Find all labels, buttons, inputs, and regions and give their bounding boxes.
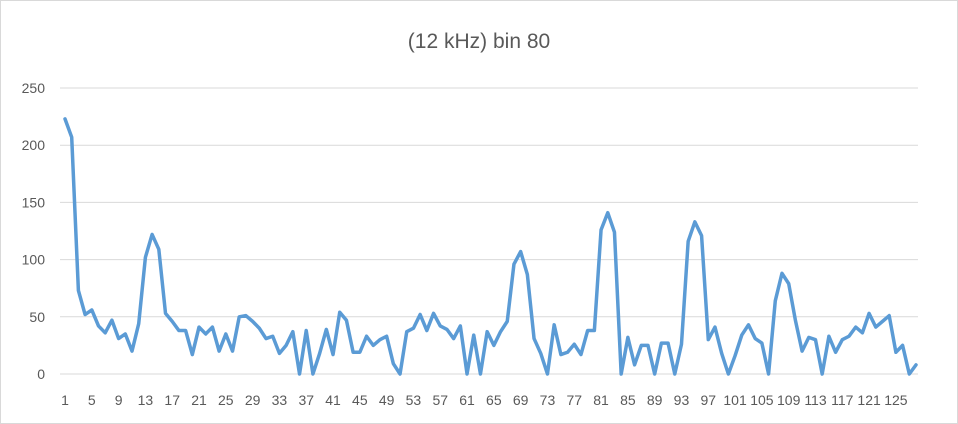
x-tick-label: 49 — [379, 392, 395, 408]
x-tick-label: 13 — [138, 392, 154, 408]
x-tick-label: 121 — [857, 392, 881, 408]
x-tick-label: 113 — [804, 392, 827, 408]
x-tick-label: 45 — [352, 392, 368, 408]
x-tick-label: 69 — [513, 392, 529, 408]
x-tick-label: 1 — [61, 392, 69, 408]
x-tick-label: 109 — [777, 392, 801, 408]
y-tick-label: 150 — [22, 194, 46, 210]
x-tick-label: 41 — [325, 392, 341, 408]
x-tick-label: 29 — [245, 392, 261, 408]
x-tick-label: 117 — [831, 392, 854, 408]
series-group — [63, 117, 918, 376]
series-line-0 — [63, 117, 918, 376]
x-tick-label: 21 — [191, 392, 207, 408]
y-tick-label: 200 — [22, 137, 46, 153]
x-tick-label: 5 — [88, 392, 96, 408]
x-tick-label: 105 — [750, 392, 774, 408]
x-tick-label: 125 — [884, 392, 908, 408]
x-tick-label: 89 — [647, 392, 663, 408]
x-tick-label: 61 — [459, 392, 475, 408]
x-tick-label: 57 — [432, 392, 448, 408]
x-tick-label: 25 — [218, 392, 234, 408]
x-tick-label: 77 — [566, 392, 582, 408]
y-tick-label: 250 — [22, 80, 46, 96]
x-axis-labels: 1 5 9 13 17 21 25 29 33 37 41 45 49 53 57 61 65 69 73 77 81 8… — [61, 392, 908, 408]
chart-title: (12 kHz) bin 80 — [407, 30, 551, 53]
x-tick-label: 33 — [272, 392, 288, 408]
x-tick-label: 93 — [674, 392, 690, 408]
y-tick-label: 100 — [22, 252, 46, 268]
x-tick-label: 81 — [593, 392, 609, 408]
x-tick-label: 73 — [540, 392, 556, 408]
gridlines — [60, 87, 918, 375]
y-tick-label: 50 — [29, 309, 45, 325]
x-tick-label: 97 — [700, 392, 716, 408]
y-axis-labels: 0 50 100 150 200 250 — [22, 80, 46, 382]
x-tick-label: 85 — [620, 392, 636, 408]
x-tick-label: 17 — [164, 392, 180, 408]
y-tick-label: 0 — [37, 366, 45, 382]
x-tick-label: 9 — [115, 392, 123, 408]
x-tick-label: 101 — [723, 392, 747, 408]
x-tick-label: 37 — [298, 392, 314, 408]
x-tick-label: 53 — [406, 392, 422, 408]
x-tick-label: 65 — [486, 392, 502, 408]
